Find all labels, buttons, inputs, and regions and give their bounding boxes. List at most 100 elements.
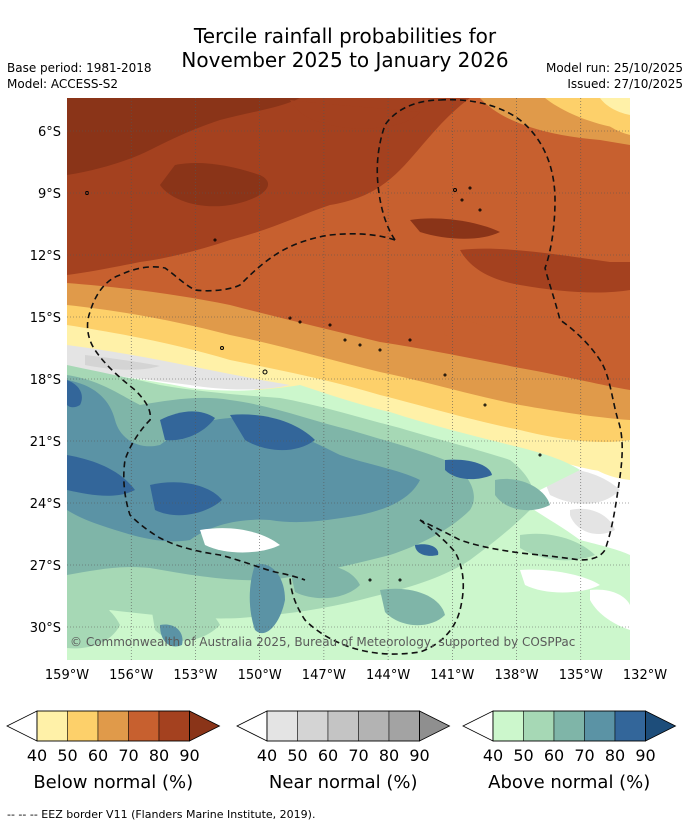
lon-tick-label: 141°W: [430, 668, 474, 683]
colorbar-low-arrow: [462, 710, 494, 742]
eez-legend-note: -- -- -- EEZ border V11 (Flanders Marine…: [7, 808, 316, 821]
lat-tick-label: 15°S: [30, 311, 61, 326]
lat-tick-label: 6°S: [38, 125, 61, 140]
above-60-region-3: [380, 588, 445, 626]
colorbar-segment: [388, 710, 420, 742]
colorbar-segment: [523, 710, 555, 742]
issued-date: Issued: 27/10/2025: [567, 77, 683, 91]
colorbar-high-arrow: [189, 710, 221, 742]
white-gap-region: [200, 528, 280, 553]
base-period: Base period: 1981-2018: [7, 61, 152, 75]
colorbar-title: Above normal (%): [488, 772, 650, 793]
lat-tick-label: 12°S: [30, 249, 61, 264]
lon-tick-label: 147°W: [302, 668, 346, 683]
colorbar-segment: [297, 710, 329, 742]
colorbar-high-arrow: [419, 710, 451, 742]
latitude-labels: 6°S 9°S 12°S 15°S 18°S 21°S 24°S 27°S 30°S: [30, 125, 61, 636]
above-70-region-3: [160, 624, 183, 647]
colorbar-tick-label: 70: [574, 746, 594, 765]
colorbar-outline: [266, 710, 420, 742]
lat-tick-label: 9°S: [38, 187, 61, 202]
model-name: Model: ACCESS-S2: [7, 77, 119, 91]
above-80-region-6: [445, 459, 492, 480]
colorbar-outline: [36, 710, 190, 742]
above-80-region-7: [415, 544, 439, 556]
colorbar-title: Near normal (%): [269, 772, 418, 793]
longitude-labels: 159°W 156°W 153°W 150°W 147°W 144°W 141°W 138°W…: [45, 668, 667, 683]
near-40-region: [67, 345, 290, 390]
above-50-region-3: [67, 598, 120, 649]
lat-tick-label: 30°S: [30, 621, 61, 636]
colorbar-tick-label: 40: [27, 746, 47, 765]
colorbar-low-arrow: [6, 710, 38, 742]
colorbar-tick-label: 90: [409, 746, 429, 765]
below-40-region-3: [580, 451, 630, 480]
lat-tick-label: 21°S: [30, 435, 61, 450]
colorbar-tick-label: 80: [149, 746, 169, 765]
model-run: Model run: 25/10/2025: [545, 61, 683, 75]
colorbar-segment: [492, 710, 524, 742]
above-60-region-4: [495, 478, 550, 511]
above-80-region-5: [67, 380, 82, 408]
colorbar-segment: [327, 710, 359, 742]
lat-tick-label: 27°S: [30, 559, 61, 574]
meta-left: Base period: 1981-2018 Model: ACCESS-S2: [7, 60, 152, 92]
near-50-region: [85, 355, 160, 370]
colorbar-tick-label: 90: [179, 746, 199, 765]
below-90-region: [67, 98, 300, 175]
colorbar-tick-label: 70: [348, 746, 368, 765]
lat-tick-label: 18°S: [30, 373, 61, 388]
lon-tick-label: 159°W: [45, 668, 89, 683]
islands: [85, 186, 542, 582]
title-line-2: November 2025 to January 2026: [181, 48, 509, 72]
eez-border-cook-islands: [86, 233, 396, 581]
colorbar-segment: [128, 710, 160, 742]
white-gap-region-2: [520, 569, 600, 593]
lon-tick-label: 135°W: [559, 668, 603, 683]
colorbar-tick-label: 50: [57, 746, 77, 765]
map-plot-area[interactable]: © Commonwealth of Australia 2025, Bureau…: [67, 94, 630, 661]
colorbar-near: 40 50 60 70 80 90 Near normal (%): [236, 710, 451, 793]
colorbar-tick-label: 60: [318, 746, 338, 765]
colorbar-tick-label: 80: [605, 746, 625, 765]
above-80-region-4: [150, 482, 222, 516]
colorbar-segment: [97, 710, 129, 742]
colorbar-segment: [266, 710, 298, 742]
above-80-region-2: [230, 414, 315, 451]
copyright-text: © Commonwealth of Australia 2025, Bureau…: [70, 635, 575, 649]
colorbar-segment: [358, 710, 390, 742]
colorbar-tick-label: 40: [257, 746, 277, 765]
lon-tick-label: 144°W: [366, 668, 410, 683]
eez-borders: [86, 98, 623, 655]
below-90-region-3: [410, 218, 500, 239]
colorbar-tick-label: 60: [544, 746, 564, 765]
colorbar-segment: [614, 710, 646, 742]
colorbar-segment: [67, 710, 99, 742]
near-40-region-8: [570, 508, 615, 535]
colorbar-segment: [553, 710, 585, 742]
colorbar-outline: [492, 710, 646, 742]
lon-tick-label: 150°W: [238, 668, 282, 683]
colorbar-segment: [158, 710, 190, 742]
colorbars: 40 50 60 70 80 90 Below normal (%) 40 50 60 70 80 90…: [6, 710, 677, 793]
below-40-region-2: [600, 98, 630, 115]
colorbar-tick-label: 90: [635, 746, 655, 765]
colorbar-segment: [584, 710, 616, 742]
colorbar-below: 40 50 60 70 80 90 Below normal (%): [6, 710, 221, 793]
white-gap-region-3: [590, 589, 630, 630]
colorbar-segment: [36, 710, 68, 742]
above-60-region-2: [290, 565, 360, 599]
lon-tick-label: 132°W: [623, 668, 667, 683]
above-50-region-2: [520, 533, 595, 561]
lat-tick-label: 24°S: [30, 497, 61, 512]
below-90-region-2: [160, 163, 269, 207]
colorbar-tick-label: 40: [483, 746, 503, 765]
colorbar-tick-label: 50: [513, 746, 533, 765]
map-gridlines: [67, 98, 630, 660]
colorbar-title: Below normal (%): [33, 772, 193, 793]
above-80-region: [160, 411, 215, 441]
meta-right: Model run: 25/10/2025 Issued: 27/10/2025: [546, 60, 683, 92]
eez-border-inner: [376, 99, 441, 241]
lon-tick-label: 153°W: [173, 668, 217, 683]
